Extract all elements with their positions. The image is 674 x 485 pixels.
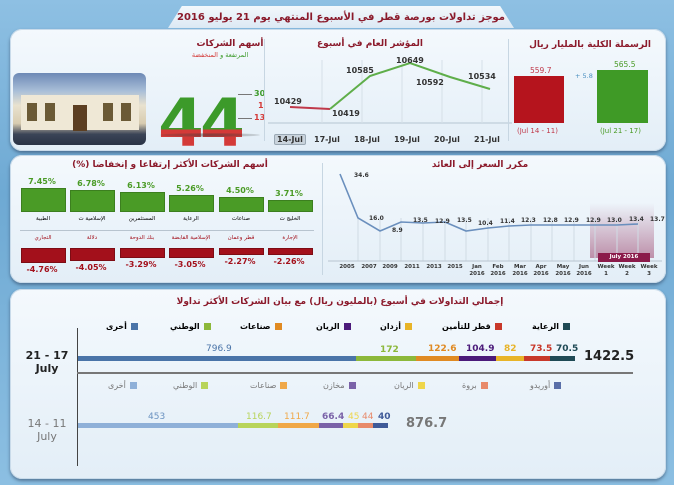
- legend-item: مخازن: [323, 381, 356, 390]
- market-cap-prev-value: 559.7: [530, 66, 552, 75]
- y-axis: [77, 328, 78, 466]
- loser-bar: [120, 248, 165, 258]
- gainer-bar: [169, 195, 214, 212]
- current-total: 1422.5: [584, 349, 635, 364]
- movers-pe-panel: أسهم الشركات الأكثر إرتفاعا و إنخفاضا (%…: [10, 155, 666, 283]
- loser-bar: [268, 248, 313, 255]
- current-period-label: 21 - 17 July: [25, 349, 69, 375]
- companies-title: أسهم الشركات: [196, 39, 264, 49]
- legend-item: قطر للتأمين: [442, 322, 502, 331]
- loser-bar: [219, 248, 264, 255]
- legend-item: صناعات: [240, 322, 282, 331]
- loser-bar: [169, 248, 214, 258]
- legend-item: الريان: [316, 322, 351, 331]
- index-line-chart: [268, 60, 512, 124]
- legend-item: الوطني: [173, 381, 209, 390]
- turnover-title: إجمالي التداولات في أسبوع (بالمليون ريال…: [176, 297, 504, 307]
- july-2016-highlight: July 2016: [598, 253, 650, 262]
- header-tab: موجز تداولات بورصة قطر في الأسبوع المنته…: [168, 6, 514, 28]
- pe-chart-title: مكرر السعر إلى العائد: [431, 160, 529, 170]
- page-title: موجز تداولات بورصة قطر في الأسبوع المنته…: [177, 11, 505, 23]
- market-cap-curr-value: 565.5: [614, 60, 636, 69]
- gainer-bar: [70, 190, 115, 212]
- previous-period-label: 14 - 11 July: [27, 417, 67, 443]
- legend-item: أخرى: [108, 381, 137, 390]
- market-cap-prev-bar: [514, 76, 564, 123]
- legend-item: أوريدو: [530, 381, 562, 390]
- gainer-bar: [219, 197, 264, 212]
- gainer-bar: [21, 188, 66, 212]
- legend-item: أخرى: [106, 322, 138, 331]
- legend-item: الريان: [394, 381, 425, 390]
- turnover-panel: إجمالي التداولات في أسبوع (بالمليون ريال…: [10, 289, 666, 479]
- previous-total: 876.7: [406, 416, 448, 431]
- gainer-bar: [268, 200, 313, 212]
- legend-item: صناعات: [250, 381, 288, 390]
- exchange-building-photo: [13, 73, 146, 145]
- current-stacked-bar: [78, 356, 575, 361]
- unchanged-count: 1: [258, 101, 264, 110]
- total-companies-number: 44: [158, 85, 246, 162]
- loser-bar: [70, 248, 115, 261]
- pe-line-chart: [328, 173, 662, 262]
- companies-subtitle: المرتفعة و المنخفضة: [191, 51, 249, 59]
- legend-item: الوطني: [170, 322, 211, 331]
- down-count: 13: [254, 113, 266, 122]
- market-cap-change: + 5.8: [575, 72, 593, 80]
- gainer-bar: [120, 192, 165, 212]
- index-chart-title: المؤشر العام في أسبوع: [317, 39, 423, 49]
- row-divider: [77, 372, 633, 374]
- legend-item: بروة: [462, 381, 488, 390]
- legend-item: أزدان: [380, 322, 413, 331]
- market-cap-title: الرسملة الكلية بالمليار ريال: [529, 40, 651, 50]
- previous-stacked-bar: [78, 423, 388, 428]
- summary-panel: أسهم الشركات المرتفعة و المنخفضة 44 30 1…: [10, 29, 666, 157]
- legend-item: الرعاية: [532, 322, 571, 331]
- loser-bar: [21, 248, 66, 263]
- market-cap-curr-bar: [597, 70, 648, 123]
- up-count: 30: [254, 89, 266, 98]
- x-label-14-jul: 14-Jul: [274, 134, 306, 145]
- movers-title: أسهم الشركات الأكثر إرتفاعا و إنخفاضا (%…: [72, 160, 268, 170]
